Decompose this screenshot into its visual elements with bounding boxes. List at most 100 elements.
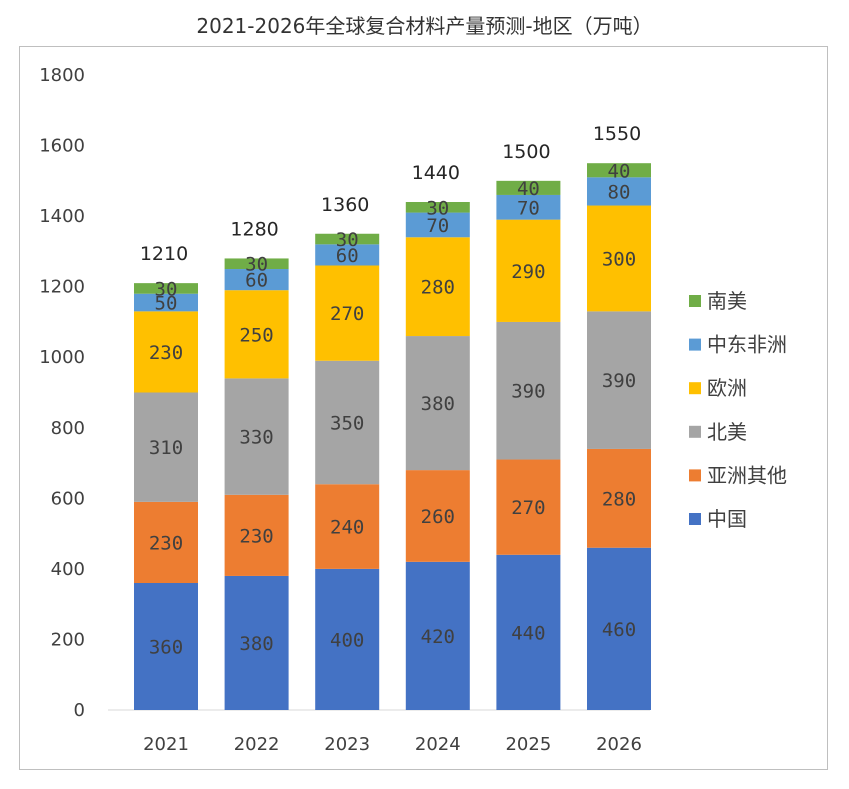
bar-segment: [587, 205, 651, 312]
data-label: 70: [426, 215, 449, 237]
data-label: 40: [517, 178, 540, 200]
data-label: 60: [245, 270, 268, 292]
bar-segment: [496, 459, 561, 555]
bar-segment: [405, 237, 470, 337]
bar-segment: [224, 575, 289, 710]
y-tick-label: 1600: [39, 136, 85, 157]
bar-segment: [134, 583, 198, 710]
bar-segment: [315, 568, 380, 710]
y-tick-label: 1400: [39, 206, 85, 227]
data-label: 460: [602, 619, 636, 641]
data-label: 30: [245, 254, 268, 276]
legend-swatch: [689, 382, 701, 395]
total-label: 1440: [412, 162, 460, 184]
bar-segment: [587, 163, 651, 178]
data-label: 240: [330, 517, 364, 539]
x-tick-label: 2022: [234, 734, 280, 755]
bar-segment: [224, 269, 289, 291]
legend-label: 中国: [707, 507, 747, 531]
total-label: 1210: [140, 243, 188, 265]
data-label: 30: [426, 197, 449, 219]
data-label: 380: [421, 393, 455, 415]
legend-swatch: [689, 513, 701, 525]
y-tick-label: 1800: [39, 65, 85, 86]
bar-segment: [496, 219, 561, 322]
data-label: 390: [511, 381, 545, 403]
bar-segment: [496, 321, 561, 460]
bar-segment: [405, 212, 470, 238]
legend-label: 中东非洲: [707, 333, 787, 357]
total-label: 1360: [321, 194, 369, 216]
data-label: 80: [608, 181, 631, 203]
bar-segment: [134, 293, 198, 312]
bar-segment: [224, 494, 289, 576]
data-label: 230: [149, 342, 183, 364]
bar-segment: [496, 180, 561, 195]
data-label: 270: [330, 303, 364, 325]
bar-segment: [134, 311, 198, 393]
data-label: 270: [511, 497, 545, 519]
y-tick-label: 400: [51, 559, 85, 580]
y-tick-label: 600: [51, 488, 85, 509]
total-label: 1280: [230, 218, 278, 240]
bar-segment: [134, 283, 198, 294]
y-tick-label: 200: [51, 629, 85, 650]
bar-segment: [587, 311, 651, 449]
legend-label: 北美: [707, 420, 747, 444]
data-label: 300: [602, 248, 636, 270]
data-label: 280: [421, 277, 455, 299]
bar-segment: [405, 202, 470, 213]
legend-swatch: [689, 469, 701, 482]
bar-segment: [496, 554, 561, 710]
x-tick-label: 2024: [415, 734, 461, 755]
bar-segment: [587, 448, 651, 548]
bar-segment: [315, 233, 380, 245]
total-label: 1500: [502, 141, 550, 163]
data-label: 420: [421, 626, 455, 648]
data-label: 390: [602, 370, 636, 392]
x-tick-label: 2021: [143, 734, 189, 755]
legend-label: 南美: [707, 289, 747, 313]
data-label: 330: [239, 427, 273, 449]
data-label: 50: [155, 293, 178, 315]
chart-frame: [19, 46, 828, 770]
legend-label: 欧洲: [707, 376, 747, 400]
x-tick-label: 2026: [596, 734, 642, 755]
bar-segment: [405, 336, 470, 471]
data-label: 440: [511, 622, 545, 644]
bar-segment: [496, 194, 561, 220]
bar-segment: [587, 177, 651, 206]
legend-swatch: [689, 338, 701, 351]
bar-segment: [134, 501, 198, 583]
y-tick-label: 1000: [39, 347, 85, 368]
bar-segment: [224, 290, 289, 379]
chart-title: 2021-2026年全球复合材料产量预测-地区（万吨）: [196, 14, 653, 38]
data-label: 60: [336, 245, 359, 267]
data-label: 350: [330, 412, 364, 434]
y-tick-label: 1200: [39, 277, 85, 298]
data-label: 230: [239, 525, 273, 547]
x-tick-label: 2025: [505, 734, 551, 755]
data-label: 310: [149, 437, 183, 459]
bar-segment: [315, 360, 380, 485]
bar-segment: [405, 470, 470, 562]
data-label: 250: [239, 324, 273, 346]
y-tick-label: 800: [51, 418, 85, 439]
data-label: 30: [155, 278, 178, 300]
data-label: 290: [511, 261, 545, 283]
data-label: 380: [239, 633, 273, 655]
data-label: 30: [336, 229, 359, 251]
data-label: 280: [602, 488, 636, 510]
bar-segment: [405, 561, 470, 710]
data-label: 40: [608, 160, 631, 182]
bar-segment: [224, 258, 289, 270]
bar-segment: [315, 484, 380, 569]
data-label: 70: [517, 197, 540, 219]
legend-label: 亚洲其他: [707, 463, 787, 487]
total-label: 1550: [593, 123, 641, 145]
bar-segment: [315, 244, 380, 266]
bar-segment: [224, 378, 289, 495]
data-label: 260: [421, 506, 455, 528]
data-label: 230: [149, 532, 183, 554]
